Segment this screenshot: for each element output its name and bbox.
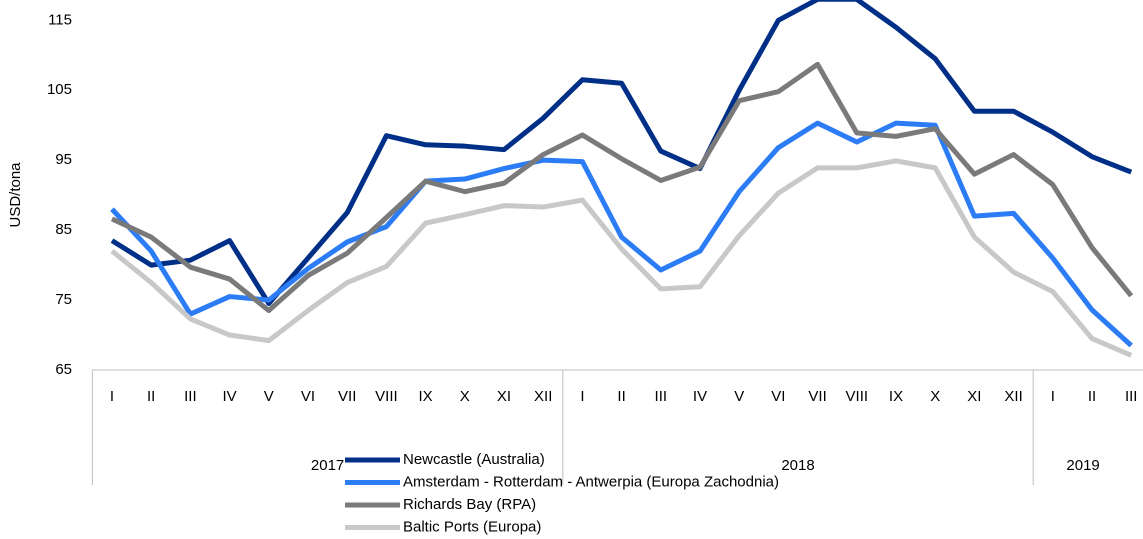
- x-tick-label: VIII: [375, 388, 398, 405]
- x-tick-label: IX: [889, 388, 903, 405]
- legend-label: Newcastle (Australia): [403, 451, 545, 468]
- legend-label: Amsterdam - Rotterdam - Antwerpia (Europ…: [403, 473, 779, 490]
- x-tick-label: I: [580, 388, 584, 405]
- series-line: [110, 158, 1133, 358]
- legend-label: Richards Bay (RPA): [403, 496, 536, 513]
- series-line: [110, 120, 1133, 348]
- y-tick-label: 75: [55, 291, 72, 308]
- year-label: 2018: [781, 457, 814, 474]
- x-tick-label: III: [655, 388, 668, 405]
- x-tick-label: IX: [419, 388, 433, 405]
- y-tick-label: 85: [55, 221, 72, 238]
- x-tick-label: X: [930, 388, 940, 405]
- x-tick-label: XII: [534, 388, 552, 405]
- x-tick-label: VIII: [846, 388, 869, 405]
- x-tick-label: V: [734, 388, 744, 405]
- x-tick-label: XI: [967, 388, 981, 405]
- y-tick-label: 105: [47, 81, 72, 98]
- x-tick-label: IV: [693, 388, 707, 405]
- x-tick-label: IV: [223, 388, 237, 405]
- series-line: [110, 61, 1134, 314]
- x-tick-label: II: [147, 388, 155, 405]
- legend-label: Baltic Ports (Europa): [403, 518, 541, 535]
- year-label: 2017: [311, 457, 344, 474]
- x-tick-label: V: [264, 388, 274, 405]
- x-tick-label: X: [460, 388, 470, 405]
- x-tick-label: III: [184, 388, 197, 405]
- x-tick-label: VII: [338, 388, 356, 405]
- x-tick-label: VI: [301, 388, 315, 405]
- x-tick-label: II: [617, 388, 625, 405]
- series-line: [110, 0, 1133, 307]
- x-tick-label: VII: [808, 388, 826, 405]
- x-tick-label: XII: [1004, 388, 1022, 405]
- x-tick-label: I: [1051, 388, 1055, 405]
- x-tick-label: II: [1088, 388, 1096, 405]
- y-tick-label: 95: [55, 151, 72, 168]
- x-tick-label: XI: [497, 388, 511, 405]
- y-tick-label: 115: [48, 11, 72, 28]
- x-tick-label: I: [110, 388, 114, 405]
- y-tick-label: 65: [55, 361, 72, 378]
- y-axis-label: USD/tona: [7, 162, 24, 228]
- x-tick-label: III: [1125, 388, 1138, 405]
- plot-area: [110, 0, 1134, 358]
- x-tick-label: VI: [771, 388, 785, 405]
- year-label: 2019: [1066, 457, 1099, 474]
